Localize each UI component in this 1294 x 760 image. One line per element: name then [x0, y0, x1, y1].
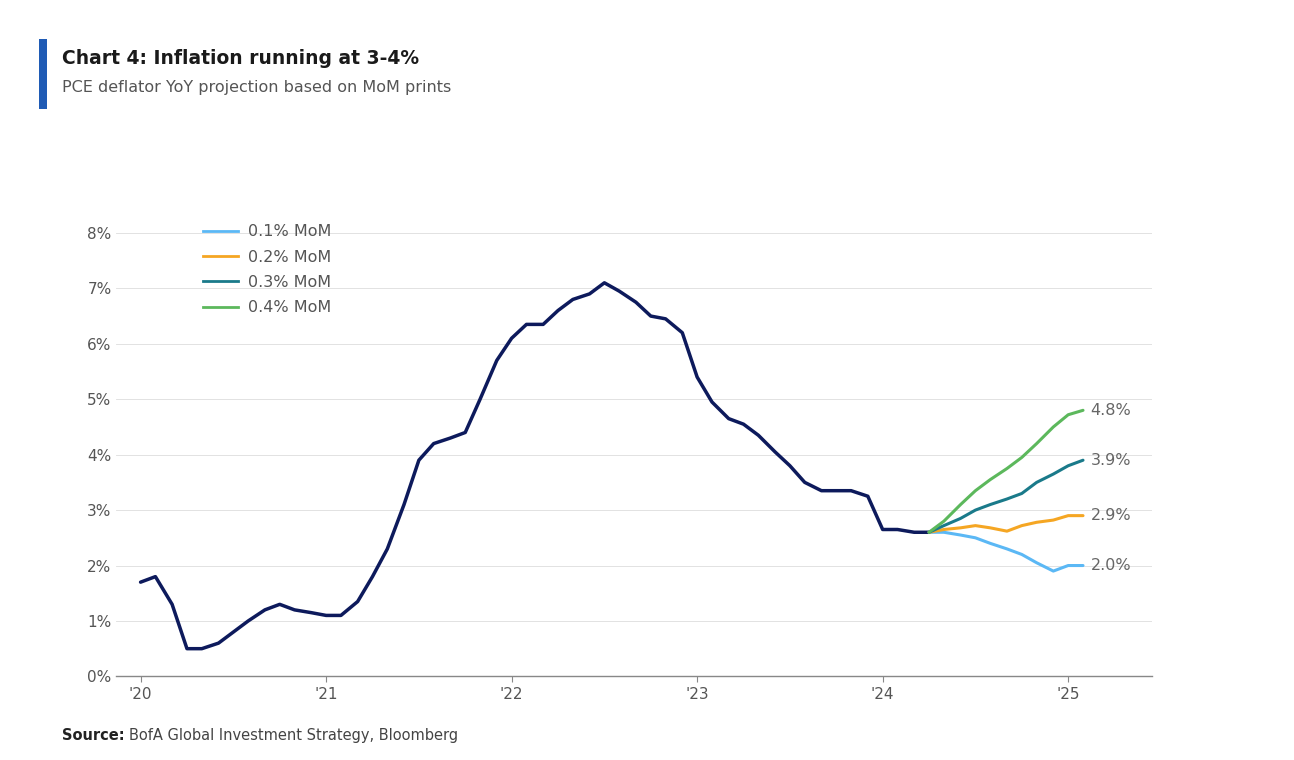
Text: Source:: Source: — [62, 728, 124, 743]
Legend: 0.1% MoM, 0.2% MoM, 0.3% MoM, 0.4% MoM: 0.1% MoM, 0.2% MoM, 0.3% MoM, 0.4% MoM — [197, 218, 338, 321]
Text: BofA Global Investment Strategy, Bloomberg: BofA Global Investment Strategy, Bloombe… — [129, 728, 458, 743]
Text: Chart 4: Inflation running at 3-4%: Chart 4: Inflation running at 3-4% — [62, 49, 419, 68]
Text: 2.9%: 2.9% — [1091, 508, 1131, 523]
Text: 3.9%: 3.9% — [1091, 453, 1131, 467]
Text: 2.0%: 2.0% — [1091, 558, 1131, 573]
Text: 4.8%: 4.8% — [1091, 403, 1131, 418]
Text: PCE deflator YoY projection based on MoM prints: PCE deflator YoY projection based on MoM… — [62, 80, 452, 95]
